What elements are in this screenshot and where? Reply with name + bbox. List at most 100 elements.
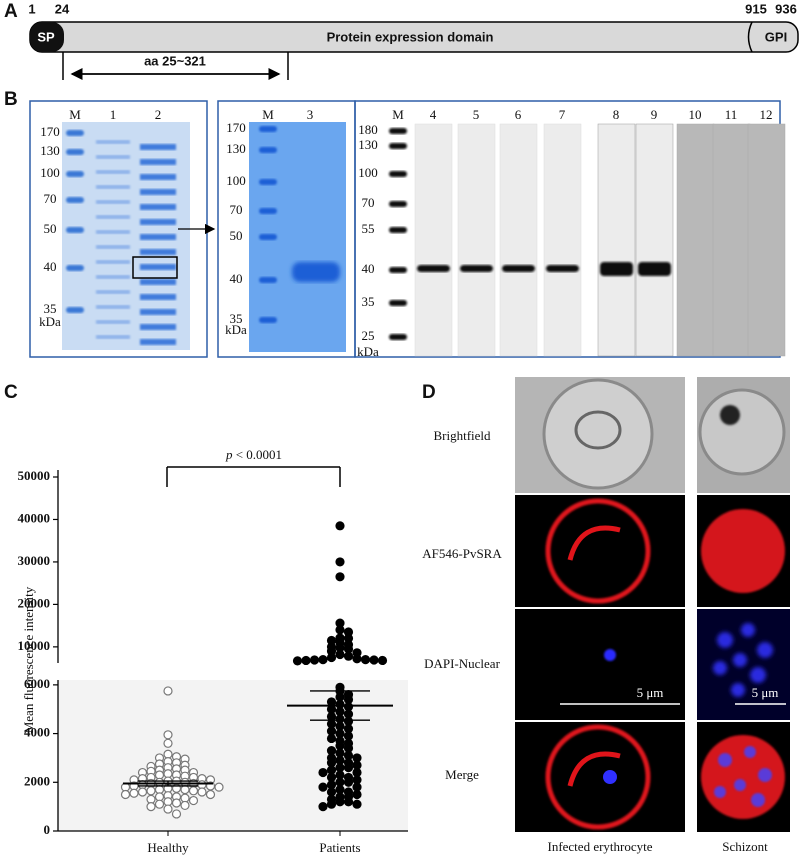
marker-label: 130 [40, 143, 60, 158]
lane-band [96, 275, 130, 279]
sp-label: SP [37, 29, 55, 44]
data-point [129, 788, 139, 798]
image [515, 722, 685, 832]
marker-label: 170 [226, 120, 246, 135]
lane-band [96, 140, 130, 144]
y-tick-label: 2000 [24, 773, 50, 788]
y-axis-label: Mean fluorescence intensity [21, 586, 36, 733]
y-tick-label: 30000 [18, 553, 51, 568]
lane-label: 12 [760, 107, 773, 122]
pigment [720, 405, 740, 425]
lane-label: 5 [473, 107, 480, 122]
blot-strip [676, 123, 715, 357]
data-point [137, 787, 148, 797]
data-point [146, 802, 156, 812]
lane-label: 7 [559, 107, 566, 122]
data-point [171, 798, 182, 808]
domain-label: Protein expression domain [327, 29, 494, 44]
data-point [343, 777, 354, 787]
position: 915 [745, 1, 767, 16]
data-point [343, 651, 354, 661]
lane-label: 2 [155, 107, 162, 122]
data-point [205, 789, 216, 800]
data-point [188, 795, 199, 806]
blot-band [600, 262, 633, 276]
ladder-band [389, 300, 407, 306]
gpi-label: GPI [765, 29, 787, 44]
data-point [335, 572, 345, 582]
y-tick-label: 4000 [24, 725, 50, 740]
marker-label: 35 [362, 294, 375, 309]
ladder-band [259, 147, 277, 153]
lane-band [140, 144, 176, 150]
marker-label: 35 [44, 301, 57, 316]
marker-label: 70 [362, 195, 375, 210]
lane-band [96, 245, 130, 249]
gpi-divider [747, 21, 753, 53]
data-point [352, 789, 362, 800]
data-point [318, 655, 328, 665]
data-point [163, 804, 173, 814]
data-point [335, 521, 345, 531]
data-point [352, 654, 362, 664]
data-point [369, 655, 379, 665]
lane-band [140, 204, 176, 210]
marker-label: 40 [230, 271, 243, 286]
image [515, 609, 685, 720]
data-point [326, 733, 337, 744]
marker-label: 70 [44, 191, 57, 206]
ladder-band [389, 201, 407, 207]
micrographs [515, 377, 790, 832]
lane-band [140, 219, 176, 225]
lane-label: 8 [613, 107, 620, 122]
data-point [188, 786, 199, 796]
data-point [163, 730, 173, 740]
column-label: Schizont [722, 839, 768, 854]
ladder-band [66, 130, 84, 136]
data-point [301, 655, 311, 666]
row-label: Brightfield [433, 428, 491, 443]
lane-band [140, 249, 176, 255]
lane-label: M [262, 107, 274, 122]
lane-band [96, 215, 130, 219]
ladder-band [66, 149, 84, 155]
lane-band [96, 290, 130, 294]
stain [701, 509, 785, 593]
ladder-band [66, 197, 84, 203]
lane-band [96, 230, 130, 234]
data-point [197, 787, 207, 797]
ladder-band [66, 265, 84, 271]
data-point [163, 686, 173, 696]
data-point [171, 809, 182, 819]
lane-band [96, 320, 130, 324]
x-tick-label: Patients [319, 840, 360, 855]
data-point [318, 767, 328, 778]
blot-strip [543, 123, 582, 357]
ladder-band [259, 317, 277, 323]
data-point [335, 649, 345, 660]
lane-band [140, 339, 176, 345]
marker-label: 70 [230, 202, 243, 217]
y-tick-label: 10000 [18, 638, 51, 653]
position: 24 [55, 1, 70, 16]
lane-label: M [392, 107, 404, 122]
ladder-band [66, 171, 84, 177]
error-bar [138, 780, 198, 787]
p-symbol: p [225, 447, 233, 462]
stain [701, 735, 785, 819]
ladder-band [389, 334, 407, 340]
data-point [163, 738, 173, 748]
data-point [309, 655, 320, 665]
y-tick-label: 40000 [18, 510, 51, 525]
lane-band [140, 174, 176, 180]
data-point [343, 797, 354, 807]
panel-letter: B [4, 89, 18, 110]
marker-label: 180 [358, 122, 378, 137]
data-point [180, 784, 190, 795]
blot-band [546, 265, 579, 272]
data-point [377, 655, 388, 666]
marker-label: 100 [358, 165, 378, 180]
image [515, 495, 685, 607]
column-label: Infected erythrocyte [547, 839, 652, 854]
lane-band [140, 324, 176, 330]
